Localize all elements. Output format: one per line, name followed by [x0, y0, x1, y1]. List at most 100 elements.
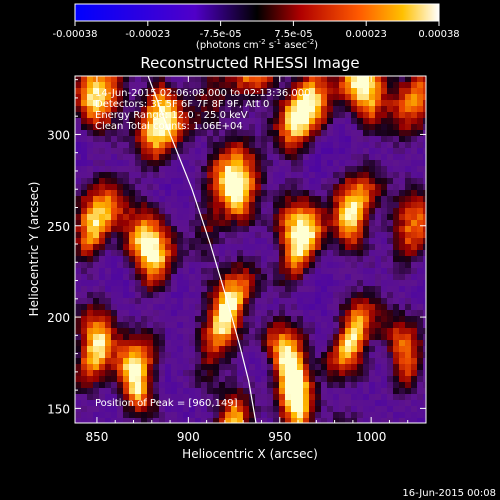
- heatmap-cell: [117, 112, 124, 119]
- heatmap-cell: [321, 142, 328, 149]
- heatmap-cell: [195, 124, 202, 131]
- heatmap-cell: [123, 418, 130, 423]
- heatmap-cell: [291, 328, 298, 335]
- heatmap-cell: [141, 136, 148, 143]
- heatmap-cell: [357, 418, 364, 423]
- heatmap-cell: [153, 400, 160, 407]
- heatmap-cell: [87, 334, 94, 341]
- heatmap-cell: [321, 292, 328, 299]
- heatmap-cell: [255, 112, 262, 119]
- heatmap-cell: [303, 382, 310, 389]
- heatmap-cell: [357, 304, 364, 311]
- heatmap-cell: [159, 418, 166, 423]
- heatmap-cell: [141, 148, 148, 155]
- heatmap-cell: [363, 322, 370, 329]
- heatmap-cell: [255, 88, 262, 95]
- heatmap-cell: [135, 346, 142, 353]
- heatmap-cell: [267, 304, 274, 311]
- heatmap-cell: [255, 358, 262, 365]
- heatmap-cell: [285, 142, 292, 149]
- heatmap-cell: [219, 220, 226, 227]
- heatmap-cell: [351, 376, 358, 383]
- heatmap-cell: [87, 286, 94, 293]
- heatmap-cell: [249, 358, 256, 365]
- heatmap-cell: [423, 388, 426, 395]
- heatmap-cell: [195, 400, 202, 407]
- heatmap-cell: [93, 316, 100, 323]
- heatmap-cell: [339, 208, 346, 215]
- heatmap-cell: [189, 166, 196, 173]
- heatmap-cell: [309, 412, 316, 419]
- heatmap-cell: [339, 268, 346, 275]
- heatmap-cell: [369, 376, 376, 383]
- heatmap-cell: [189, 220, 196, 227]
- heatmap-cell: [117, 352, 124, 359]
- heatmap-cell: [141, 202, 148, 209]
- heatmap-cell: [75, 310, 82, 317]
- heatmap-cell: [303, 214, 310, 221]
- heatmap-cell: [339, 124, 346, 131]
- heatmap-cell: [369, 124, 376, 131]
- heatmap-cell: [345, 220, 352, 227]
- heatmap-cell: [375, 76, 382, 83]
- heatmap-cell: [381, 184, 388, 191]
- heatmap-cell: [105, 94, 112, 101]
- heatmap-cell: [219, 232, 226, 239]
- heatmap-cell: [261, 196, 268, 203]
- heatmap-cell: [309, 112, 316, 119]
- heatmap-cell: [405, 262, 412, 269]
- heatmap-cell: [141, 406, 148, 413]
- heatmap-cell: [345, 262, 352, 269]
- heatmap-cell: [363, 118, 370, 125]
- heatmap-cell: [339, 184, 346, 191]
- heatmap-cell: [417, 322, 424, 329]
- heatmap-cell: [387, 154, 394, 161]
- heatmap-cell: [237, 112, 244, 119]
- heatmap-cell: [339, 298, 346, 305]
- x-axis-label: Heliocentric X (arcsec): [182, 447, 318, 461]
- heatmap-cell: [375, 280, 382, 287]
- heatmap-cell: [309, 172, 316, 179]
- heatmap-cell: [249, 232, 256, 239]
- heatmap-cell: [285, 292, 292, 299]
- heatmap-cell: [153, 226, 160, 233]
- heatmap-cell: [171, 214, 178, 221]
- heatmap-cell: [165, 94, 172, 101]
- heatmap-cell: [417, 232, 424, 239]
- heatmap-cell: [327, 274, 334, 281]
- heatmap-cell: [387, 388, 394, 395]
- heatmap-cell: [141, 382, 148, 389]
- heatmap-cell: [273, 382, 280, 389]
- heatmap-cell: [267, 214, 274, 221]
- heatmap-cell: [165, 244, 172, 251]
- heatmap-cell: [123, 310, 130, 317]
- heatmap-cell: [405, 418, 412, 423]
- heatmap-cell: [93, 358, 100, 365]
- heatmap-cell: [411, 130, 418, 137]
- heatmap-cell: [177, 316, 184, 323]
- heatmap-cell: [357, 166, 364, 173]
- heatmap-cell: [387, 298, 394, 305]
- heatmap-cell: [375, 298, 382, 305]
- heatmap-cell: [405, 142, 412, 149]
- heatmap-cell: [327, 286, 334, 293]
- heatmap-cell: [231, 148, 238, 155]
- heatmap-cell: [363, 334, 370, 341]
- heatmap-cell: [171, 292, 178, 299]
- heatmap-cell: [363, 88, 370, 95]
- heatmap-cell: [327, 94, 334, 101]
- heatmap-cell: [417, 352, 424, 359]
- heatmap-cell: [315, 202, 322, 209]
- heatmap-cell: [363, 328, 370, 335]
- heatmap-cell: [219, 358, 226, 365]
- heatmap-cell: [255, 100, 262, 107]
- annotation-clean: Clean Total counts: 1.06E+04: [95, 121, 243, 132]
- heatmap-cell: [423, 106, 426, 113]
- heatmap-cell: [93, 268, 100, 275]
- heatmap-cell: [111, 106, 118, 113]
- heatmap-cell: [405, 202, 412, 209]
- heatmap-cell: [273, 196, 280, 203]
- heatmap-cell: [213, 178, 220, 185]
- heatmap-cell: [243, 106, 250, 113]
- heatmap-cell: [267, 160, 274, 167]
